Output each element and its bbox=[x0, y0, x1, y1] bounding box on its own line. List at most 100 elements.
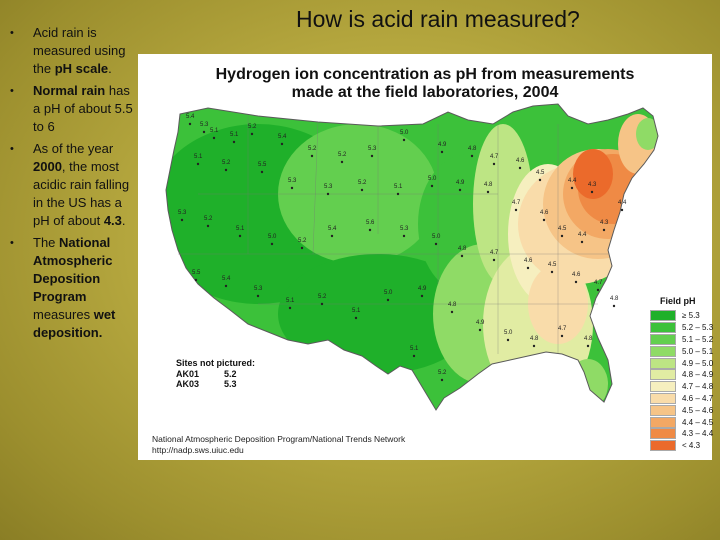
legend-swatch bbox=[650, 381, 676, 393]
site-marker bbox=[570, 186, 574, 190]
site-ph-label: 5.1 bbox=[286, 298, 295, 304]
site-marker bbox=[288, 306, 292, 310]
site-ph-label: 5.1 bbox=[194, 154, 203, 160]
site-ph-label: 5.3 bbox=[178, 210, 187, 216]
legend-label: 4.4 – 4.5 bbox=[682, 417, 714, 427]
site-ph-label: 4.4 bbox=[578, 232, 587, 238]
legend-row: 4.8 – 4.9 bbox=[650, 369, 713, 381]
site-ph-label: 4.9 bbox=[456, 180, 465, 186]
site-ph-label: 5.4 bbox=[328, 226, 337, 232]
legend-row: 5.2 – 5.3 bbox=[650, 322, 713, 334]
legend-label: 4.3 – 4.4 bbox=[682, 429, 714, 439]
bullet-emphasis: National Atmospheric Deposition Program bbox=[33, 235, 113, 304]
legend-label: ≥ 5.3 bbox=[682, 311, 700, 321]
site-value: 5.2 bbox=[224, 369, 237, 379]
site-ph-label: 5.3 bbox=[200, 122, 209, 128]
site-ph-label: 4.6 bbox=[524, 258, 533, 264]
bullet-text: As of the year bbox=[33, 141, 114, 156]
site-marker bbox=[238, 234, 242, 238]
legend-swatch bbox=[650, 333, 676, 345]
site-marker bbox=[538, 178, 542, 182]
site-ph-label: 4.5 bbox=[536, 170, 545, 176]
site-ph-label: 5.6 bbox=[366, 220, 375, 226]
site-ph-label: 4.9 bbox=[476, 320, 485, 326]
bullet-text: has a pH of about 5.5 to 6 bbox=[33, 83, 133, 134]
site-ph-label: 4.6 bbox=[516, 158, 525, 164]
map-credit: National Atmospheric Deposition Program/… bbox=[152, 434, 405, 456]
legend-row: 4.5 – 4.6 bbox=[650, 404, 713, 416]
site-marker bbox=[310, 154, 314, 158]
site-marker bbox=[370, 154, 374, 158]
site-marker bbox=[188, 122, 192, 126]
state-borders bbox=[178, 116, 608, 354]
legend: ≥ 5.3 5.2 – 5.3 5.1 – 5.2 5.0 – 5.1 4.9 – 5.… bbox=[650, 310, 713, 452]
site-ph-label: 4.8 bbox=[484, 182, 493, 188]
site-marker bbox=[430, 184, 434, 188]
site-marker bbox=[514, 208, 518, 212]
site-ph-label: 4.7 bbox=[594, 280, 603, 286]
site-marker bbox=[412, 354, 416, 358]
bullet-emphasis: 4.3 bbox=[103, 213, 122, 228]
site-ph-label: 5.4 bbox=[222, 276, 231, 282]
site-marker bbox=[402, 234, 406, 238]
site-id: AK01 bbox=[176, 369, 200, 379]
site-ph-label: 5.3 bbox=[324, 184, 333, 190]
site-marker bbox=[434, 242, 438, 246]
site-ph-label: 5.2 bbox=[338, 152, 347, 158]
site-marker bbox=[580, 240, 584, 244]
bullet-text: . bbox=[121, 213, 126, 228]
site-ph-label: 5.1 bbox=[394, 184, 403, 190]
site-ph-label: 5.1 bbox=[210, 128, 219, 134]
site-marker bbox=[470, 154, 474, 158]
site-ph-label: 4.7 bbox=[490, 154, 499, 160]
site-marker bbox=[340, 160, 344, 164]
site-ph-label: 4.3 bbox=[600, 220, 609, 226]
legend-row: 5.0 – 5.1 bbox=[650, 345, 713, 357]
bullet-item: The National Atmospheric Deposition Prog… bbox=[10, 234, 138, 342]
legend-label: 4.5 – 4.6 bbox=[682, 405, 714, 415]
legend-swatch bbox=[650, 357, 676, 369]
site-marker bbox=[260, 170, 264, 174]
site-ph-label: 4.8 bbox=[468, 146, 477, 152]
site-marker bbox=[574, 280, 578, 284]
site-marker bbox=[542, 218, 546, 222]
site-ph-label: 4.8 bbox=[584, 336, 593, 342]
site-marker bbox=[518, 166, 522, 170]
site-marker bbox=[396, 192, 400, 196]
site-ph-label: 4.9 bbox=[418, 286, 427, 292]
legend-row: 4.9 – 5.0 bbox=[650, 357, 713, 369]
site-ph-label: 5.1 bbox=[230, 132, 239, 138]
site-marker bbox=[586, 344, 590, 348]
site-marker bbox=[256, 294, 260, 298]
site-marker bbox=[590, 190, 594, 194]
site-ph-label: 5.1 bbox=[236, 226, 245, 232]
site-ph-label: 5.2 bbox=[248, 124, 257, 130]
legend-row: < 4.3 bbox=[650, 440, 713, 452]
site-ph-label: 4.5 bbox=[558, 226, 567, 232]
site-ph-label: 5.0 bbox=[400, 130, 409, 136]
site-marker bbox=[202, 130, 206, 134]
site-ph-label: 5.3 bbox=[368, 146, 377, 152]
site-marker bbox=[354, 316, 358, 320]
site-marker bbox=[486, 190, 490, 194]
site-ph-label: 4.8 bbox=[530, 336, 539, 342]
site-ph-label: 5.2 bbox=[204, 216, 213, 222]
site-marker bbox=[450, 310, 454, 314]
map-title-line2: made at the field laboratories, 2004 bbox=[291, 84, 559, 101]
bullet-emphasis: pH scale bbox=[54, 61, 109, 76]
legend-row: 5.1 – 5.2 bbox=[650, 333, 714, 346]
legend-swatch bbox=[650, 392, 676, 404]
site-ph-label: 5.2 bbox=[438, 370, 447, 376]
site-marker bbox=[368, 228, 372, 232]
site-marker bbox=[402, 138, 406, 142]
site-ph-label: 5.0 bbox=[432, 234, 441, 240]
legend-row: 4.7 – 4.8 bbox=[650, 381, 713, 393]
site-marker bbox=[224, 168, 228, 172]
site-marker bbox=[492, 162, 496, 166]
legend-swatch bbox=[650, 369, 676, 381]
site-ph-label: 4.4 bbox=[568, 178, 577, 184]
site-ph-label: 5.5 bbox=[258, 162, 267, 168]
legend-label: 5.1 – 5.2 bbox=[682, 334, 714, 344]
site-marker bbox=[478, 328, 482, 332]
site-ph-label: 4.3 bbox=[588, 182, 597, 188]
